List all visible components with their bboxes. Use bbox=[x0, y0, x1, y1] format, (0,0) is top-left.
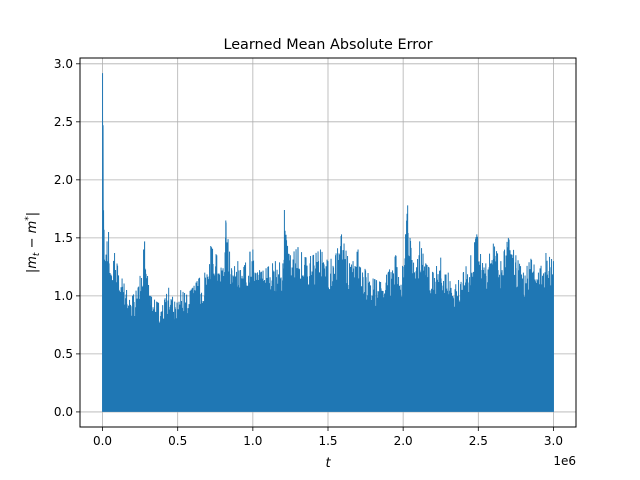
x-tick-label: 3.0 bbox=[544, 434, 563, 448]
y-tick-label: 1.5 bbox=[54, 231, 73, 245]
plot-area bbox=[102, 73, 554, 412]
x-tick-label: 2.0 bbox=[394, 434, 413, 448]
y-tick-label: 0.0 bbox=[54, 405, 73, 419]
y-axis-label: |mt − m*| bbox=[24, 212, 42, 273]
y-tick-label: 3.0 bbox=[54, 57, 73, 71]
x-tick-label: 0.5 bbox=[168, 434, 187, 448]
x-tick-label: 0.0 bbox=[93, 434, 112, 448]
chart-title: Learned Mean Absolute Error bbox=[223, 37, 432, 53]
x-axis-offset-label: 1e6 bbox=[553, 454, 576, 468]
y-tick-label: 0.5 bbox=[54, 347, 73, 361]
y-tick-label: 1.0 bbox=[54, 289, 73, 303]
ticks: 0.0 0.5 1.0 1.5 2.0 2.5 3.0 0.0 0.5 1.0 1.5 2.0 2.5 3… bbox=[54, 57, 563, 448]
y-tick-label: 2.5 bbox=[54, 115, 73, 129]
x-tick-label: 1.0 bbox=[243, 434, 262, 448]
x-tick-label: 2.5 bbox=[469, 434, 488, 448]
x-tick-label: 1.5 bbox=[318, 434, 337, 448]
x-axis-label: t bbox=[325, 456, 331, 471]
y-tick-label: 2.0 bbox=[54, 173, 73, 187]
series-line bbox=[102, 73, 554, 412]
